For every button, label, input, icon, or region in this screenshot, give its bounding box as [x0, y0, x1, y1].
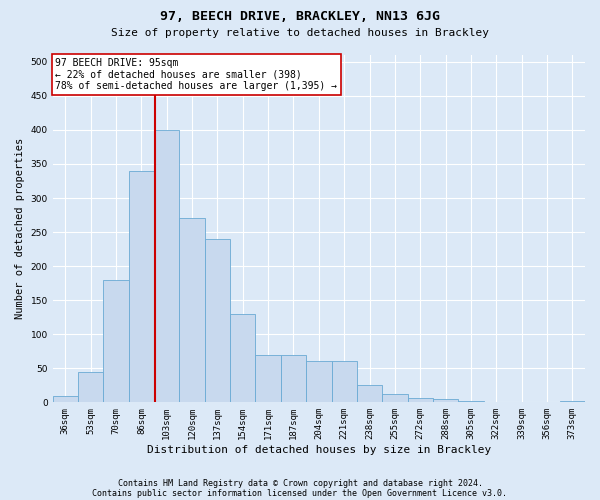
Text: Size of property relative to detached houses in Brackley: Size of property relative to detached ho…	[111, 28, 489, 38]
Bar	[306, 362, 332, 403]
Bar	[357, 386, 382, 402]
Bar	[103, 280, 129, 402]
Bar	[179, 218, 205, 402]
Bar	[332, 362, 357, 403]
Text: Contains HM Land Registry data © Crown copyright and database right 2024.: Contains HM Land Registry data © Crown c…	[118, 478, 482, 488]
Bar	[230, 314, 256, 402]
Bar	[560, 401, 585, 402]
Text: Contains public sector information licensed under the Open Government Licence v3: Contains public sector information licen…	[92, 488, 508, 498]
Bar	[205, 239, 230, 402]
Bar	[382, 394, 407, 402]
Bar	[53, 396, 78, 402]
Bar	[281, 354, 306, 403]
Bar	[458, 401, 484, 402]
Bar	[256, 354, 281, 403]
Bar	[154, 130, 179, 402]
Bar	[433, 399, 458, 402]
Bar	[78, 372, 103, 402]
Bar	[129, 171, 154, 402]
Text: 97 BEECH DRIVE: 95sqm
← 22% of detached houses are smaller (398)
78% of semi-det: 97 BEECH DRIVE: 95sqm ← 22% of detached …	[55, 58, 337, 91]
Y-axis label: Number of detached properties: Number of detached properties	[15, 138, 25, 320]
Bar	[407, 398, 433, 402]
Text: 97, BEECH DRIVE, BRACKLEY, NN13 6JG: 97, BEECH DRIVE, BRACKLEY, NN13 6JG	[160, 10, 440, 23]
X-axis label: Distribution of detached houses by size in Brackley: Distribution of detached houses by size …	[147, 445, 491, 455]
